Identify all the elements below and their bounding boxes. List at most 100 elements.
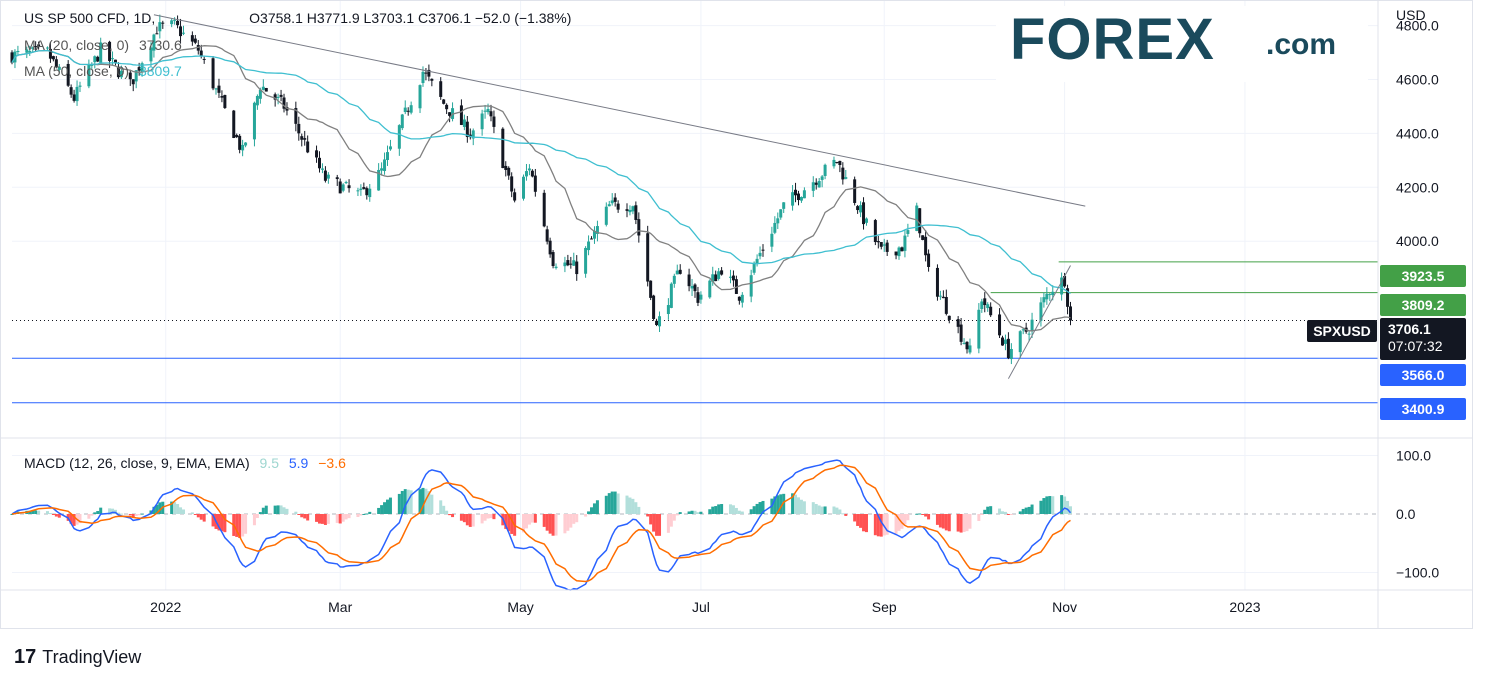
macd-histogram-bar	[510, 514, 514, 534]
candle-body	[217, 85, 221, 93]
macd-histogram-bar	[116, 512, 120, 514]
macd-histogram-bar	[607, 493, 611, 514]
macd-histogram-bar	[223, 514, 227, 533]
macd-histogram-bar	[563, 514, 567, 534]
candle-body	[409, 105, 413, 113]
candle-body	[486, 108, 490, 113]
candle-body	[48, 48, 52, 59]
macd-histogram-bar	[637, 506, 641, 514]
macd-histogram-bar	[273, 505, 277, 514]
macd-histogram-bar	[170, 501, 174, 514]
macd-histogram-bar	[78, 514, 82, 524]
macd-histogram-bar	[365, 513, 369, 515]
candle-body	[465, 121, 469, 138]
candle-body	[814, 182, 818, 185]
macd-histogram-bar	[616, 493, 620, 514]
candle-body	[418, 85, 422, 109]
candle-body	[99, 42, 103, 64]
candle-body	[616, 203, 620, 210]
candle-body	[687, 274, 691, 287]
macd-histogram-bar	[87, 514, 91, 519]
macd-histogram-bar	[238, 514, 242, 538]
candle-body	[300, 136, 304, 140]
macd-histogram-bar	[462, 514, 466, 523]
macd-histogram-bar	[344, 514, 348, 520]
macd-histogram-bar	[90, 514, 94, 516]
macd-histogram-bar	[489, 514, 493, 519]
candle-body	[613, 197, 617, 202]
ma50-value: 3809.7	[138, 63, 182, 79]
candle-body	[507, 167, 511, 176]
macd-histogram-bar	[459, 514, 463, 521]
macd-histogram-bar	[1039, 500, 1043, 514]
macd-histogram-bar	[380, 505, 384, 514]
macd-histogram-bar	[155, 504, 159, 514]
candle-body	[140, 63, 144, 73]
tradingview-brand[interactable]: 17 TradingView	[14, 646, 141, 669]
macd-histogram-bar	[856, 514, 860, 526]
macd-histogram-bar	[1006, 514, 1010, 515]
candle-body	[563, 262, 567, 267]
macd-histogram-bar	[885, 514, 889, 535]
macd-histogram-bar	[1018, 511, 1022, 514]
candle-body	[66, 63, 70, 86]
candle-body	[25, 49, 29, 53]
macd-histogram-bar	[468, 514, 472, 527]
macd-histogram-bar	[211, 514, 215, 527]
candle-body	[69, 87, 73, 95]
macd-histogram-bar	[625, 495, 629, 514]
macd-histogram-bar	[1024, 507, 1028, 514]
candle-body	[297, 123, 301, 134]
macd-histogram-bar	[483, 514, 487, 521]
candle-body	[720, 270, 724, 275]
candle-body	[359, 188, 363, 190]
macd-histogram-bar	[590, 507, 594, 514]
candle-body	[533, 175, 537, 192]
macd-histogram-bar	[796, 497, 800, 514]
macd-histogram-bar	[634, 502, 638, 514]
macd-histogram-bar	[575, 514, 579, 523]
candle-body	[879, 242, 883, 247]
macd-histogram-bar	[386, 499, 390, 514]
macd-histogram-bar	[202, 514, 206, 522]
candle-body	[728, 276, 732, 278]
candle-body	[998, 314, 1002, 336]
candle-body	[527, 168, 531, 171]
macd-histogram-bar	[779, 494, 783, 514]
candle-body	[320, 168, 324, 170]
macd-histogram-bar	[128, 514, 132, 516]
macd-histogram-bar	[388, 497, 392, 514]
candle-body	[791, 192, 795, 206]
macd-histogram-bar	[717, 504, 721, 514]
macd-histogram-bar	[241, 514, 245, 537]
macd-histogram-bar	[315, 514, 319, 522]
macd-histogram-bar	[297, 514, 301, 515]
macd-histogram-bar	[362, 513, 366, 515]
macd-histogram-bar	[749, 509, 753, 514]
candle-body	[782, 202, 786, 209]
candle-body	[51, 56, 55, 60]
macd-histogram-bar	[652, 514, 656, 532]
candle-body	[956, 319, 960, 327]
macd-histogram-bar	[28, 510, 32, 514]
candle-body	[989, 306, 993, 316]
macd-histogram-bar	[841, 513, 845, 515]
macd-histogram-bar	[533, 514, 537, 523]
candle-body	[699, 294, 703, 300]
downtrend-line	[153, 14, 1086, 207]
macd-histogram-bar	[377, 507, 381, 514]
price-axis-label: 4600.0	[1396, 71, 1439, 87]
bar-countdown: 07:07:32	[1388, 338, 1443, 354]
ma20-line	[11, 45, 1071, 332]
candle-body	[235, 134, 239, 138]
candle-body	[737, 296, 741, 301]
macd-histogram-bar	[569, 514, 573, 528]
candle-body	[45, 47, 49, 49]
time-axis-label: May	[507, 599, 533, 615]
macd-pane	[10, 459, 1073, 591]
price-axis-label: 4200.0	[1396, 179, 1439, 195]
candle-body	[244, 142, 248, 146]
macd-histogram-bar	[261, 507, 265, 514]
candle-body	[362, 187, 366, 189]
